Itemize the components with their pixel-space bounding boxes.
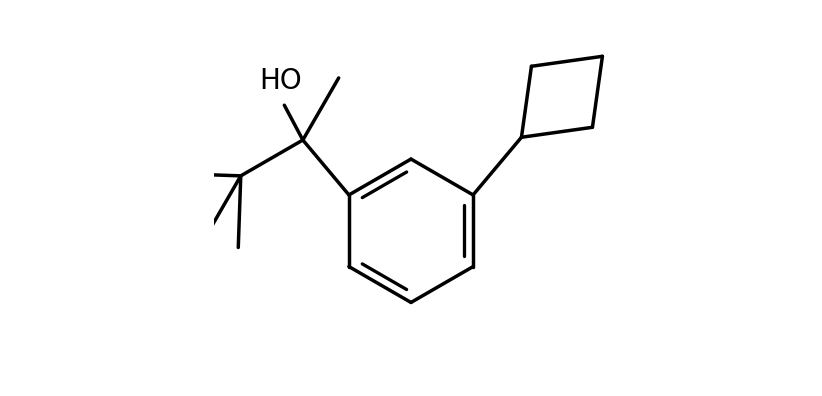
Text: HO: HO [259,67,302,95]
